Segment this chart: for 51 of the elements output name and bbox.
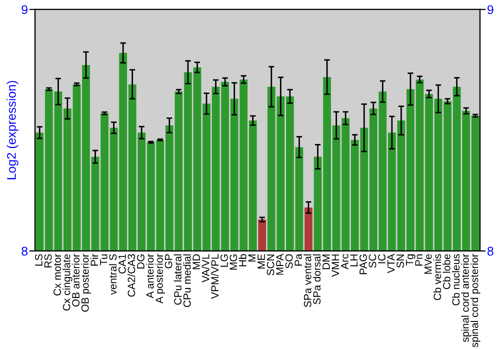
- x-tick-label: VPM/VPL: [210, 254, 219, 299]
- x-tick-label: Pir: [90, 254, 98, 266]
- x-tick-label: M: [248, 254, 256, 262]
- x-tick-label: CA1: [118, 254, 126, 274]
- x-tick-label: Tu: [100, 254, 108, 266]
- x-tick-label: SCN: [266, 254, 274, 276]
- x-tick-label: CPu medial: [183, 254, 191, 308]
- x-tick-label: DM: [322, 254, 330, 270]
- x-tick-label: spinal cord posterior: [470, 254, 480, 348]
- x-tick-label: Hb: [238, 254, 246, 266]
- x-tick-label: A anterior: [146, 254, 154, 298]
- x-tick-label: Cx motor: [54, 254, 61, 296]
- y2-tick-label: 8: [487, 246, 494, 256]
- x-tick-label: ventral S: [108, 254, 117, 295]
- x-tick-label: Cb nucleus: [452, 254, 460, 306]
- x-tick-label: ME: [258, 254, 265, 268]
- x-tick-label: A posterior: [155, 254, 166, 304]
- x-tick-label: OB posterior: [81, 254, 91, 312]
- x-tick-label: Arc: [341, 254, 348, 270]
- x-tick-label: Cb lobe: [442, 254, 450, 290]
- y-axis-title: Log2 (expression): [6, 80, 18, 180]
- x-tick-label: GP: [164, 254, 172, 268]
- x-tick-label: IC: [378, 254, 386, 264]
- x-tick-label: CPu lateral: [174, 254, 182, 305]
- x-tick-label: VMH: [332, 254, 339, 277]
- x-tick-label: Pn: [415, 254, 422, 266]
- x-tick-label: Pa: [294, 254, 302, 266]
- x-tick-label: spinal cord anterior: [461, 254, 471, 342]
- x-tick-label: SPa ventral: [304, 254, 312, 308]
- x-tick-label: LG: [220, 254, 228, 267]
- x-tick-label: MG: [230, 254, 238, 270]
- x-tick-label: SO: [285, 254, 293, 268]
- x-tick-label: DG: [137, 254, 144, 268]
- x-tick-label: MPA: [276, 254, 284, 275]
- x-tick-label: SC: [368, 254, 376, 268]
- x-tick-label: Cx cingulate: [62, 254, 72, 311]
- x-tick-label: Tg: [406, 254, 416, 266]
- x-tick-label: SN: [396, 254, 404, 268]
- x-tick-label: MVe: [424, 254, 432, 274]
- x-tick-label: Cb vermis: [433, 254, 442, 300]
- x-tick-label: VTA: [387, 254, 395, 274]
- x-tick-label: PAG: [360, 254, 367, 274]
- x-tick-label: OB anterior: [72, 254, 80, 306]
- x-tick-label: LS: [35, 254, 42, 266]
- x-tick-label: RS: [44, 254, 52, 268]
- x-tick-label: CA2/CA3: [127, 254, 136, 297]
- y2-tick-label: 9: [488, 5, 494, 14]
- x-tick-label: SPa dorsal: [312, 254, 321, 304]
- x-tick-label: LH: [350, 254, 358, 266]
- x-tick-label: VA/VL: [202, 254, 210, 282]
- x-tick-label: MD: [192, 254, 200, 270]
